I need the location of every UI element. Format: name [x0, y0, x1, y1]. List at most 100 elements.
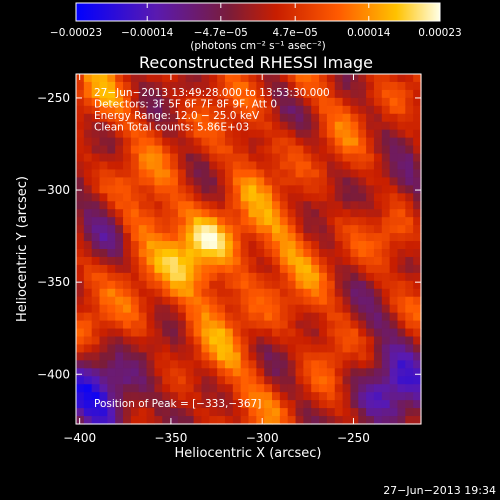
heatmap-cell [350, 256, 359, 266]
heatmap-cell [319, 352, 328, 361]
heatmap-cell [334, 328, 344, 338]
heatmap-cell [76, 256, 85, 266]
heatmap-cell [146, 272, 156, 282]
heatmap-cell [279, 312, 289, 322]
heatmap-cell [350, 352, 359, 361]
heatmap-cell [319, 89, 328, 99]
heatmap-cell [366, 320, 375, 330]
heatmap-cell [342, 145, 352, 155]
heatmap-cell [123, 320, 132, 330]
heatmap-cell [358, 392, 367, 401]
heatmap-cell [146, 153, 156, 163]
heatmap-cell [295, 296, 304, 306]
heatmap-cell [279, 344, 289, 353]
heatmap-cell [115, 137, 124, 147]
heatmap-cell [334, 185, 344, 194]
heatmap-cell [115, 249, 124, 258]
heatmap-cell [123, 233, 132, 242]
heatmap-cell [170, 249, 179, 258]
heatmap-cell [201, 376, 210, 385]
heatmap-cell [91, 209, 101, 218]
heatmap-cell [130, 137, 140, 147]
heatmap-cell [413, 145, 422, 155]
heatmap-cell [130, 89, 140, 99]
heatmap-cell [83, 360, 93, 369]
heatmap-cell [130, 145, 140, 155]
heatmap-cell [240, 89, 250, 99]
heatmap-cell [193, 400, 203, 409]
heatmap-cell [154, 312, 163, 322]
heatmap-cell [248, 217, 257, 226]
heatmap-cell [319, 129, 328, 139]
heatmap-cell [107, 193, 116, 202]
heatmap-cell [162, 113, 171, 123]
heatmap-cell [99, 121, 108, 131]
heatmap-cell [287, 392, 297, 401]
heatmap-cell [123, 272, 132, 282]
heatmap-cell [389, 97, 399, 107]
heatmap-cell [240, 105, 250, 115]
heatmap-cell [264, 129, 273, 139]
heatmap-cell [107, 201, 116, 210]
heatmap-cell [201, 344, 210, 353]
heatmap-cell [256, 392, 265, 401]
heatmap-cell [248, 241, 257, 250]
heatmap-cell [279, 241, 289, 250]
heatmap-cell [334, 336, 344, 346]
heatmap-cell [138, 336, 148, 346]
heatmap-cell [76, 74, 85, 83]
heatmap-cell [138, 241, 148, 250]
heatmap-cell [311, 89, 320, 99]
heatmap-cell [350, 153, 359, 163]
heatmap-cell [107, 320, 116, 330]
heatmap-cell [358, 185, 367, 194]
heatmap-cell [366, 376, 375, 385]
heatmap-cell [170, 376, 179, 385]
heatmap-cell [319, 81, 328, 91]
heatmap-cell [209, 97, 218, 107]
heatmap-cell [264, 384, 273, 393]
heatmap-cell [248, 97, 257, 107]
heatmap-cell [232, 233, 242, 242]
heatmap-cell [350, 249, 359, 258]
heatmap-cell [224, 344, 234, 353]
heatmap-cell [209, 113, 218, 123]
heatmap-cell [264, 217, 273, 226]
heatmap-cell [91, 113, 101, 123]
heatmap-cell [224, 145, 234, 155]
heatmap-cell [83, 272, 93, 282]
heatmap-cell [287, 153, 297, 163]
heatmap-cell [373, 272, 383, 282]
heatmap-cell [256, 161, 265, 171]
heatmap-cell [272, 352, 281, 361]
heatmap-cell [115, 225, 124, 234]
heatmap-cell [381, 272, 391, 282]
heatmap-cell [177, 121, 187, 131]
heatmap-cell [232, 376, 242, 385]
heatmap-cell [397, 121, 406, 131]
heatmap-cell [185, 344, 195, 353]
heatmap-cell [107, 177, 116, 186]
heatmap-cell [107, 81, 116, 91]
heatmap-cell [397, 360, 406, 369]
heatmap-cell [272, 256, 281, 266]
heatmap-cell [287, 201, 297, 210]
heatmap-cell [76, 97, 85, 107]
heatmap-cell [209, 81, 218, 91]
heatmap-cell [232, 304, 242, 314]
heatmap-cell [146, 105, 156, 115]
heatmap-cell [405, 201, 414, 210]
heatmap-cell [83, 185, 93, 194]
heatmap-cell [76, 376, 85, 385]
heatmap-cell [381, 209, 391, 218]
heatmap-cell [115, 153, 124, 163]
heatmap-cell [319, 193, 328, 202]
heatmap-cell [342, 233, 352, 242]
heatmap-cell [217, 256, 226, 266]
heatmap-cell [99, 129, 108, 139]
heatmap-cell [389, 193, 399, 202]
heatmap-cell [397, 416, 406, 425]
heatmap-cell [256, 185, 265, 194]
heatmap-cell [350, 89, 359, 99]
heatmap-cell [342, 185, 352, 194]
